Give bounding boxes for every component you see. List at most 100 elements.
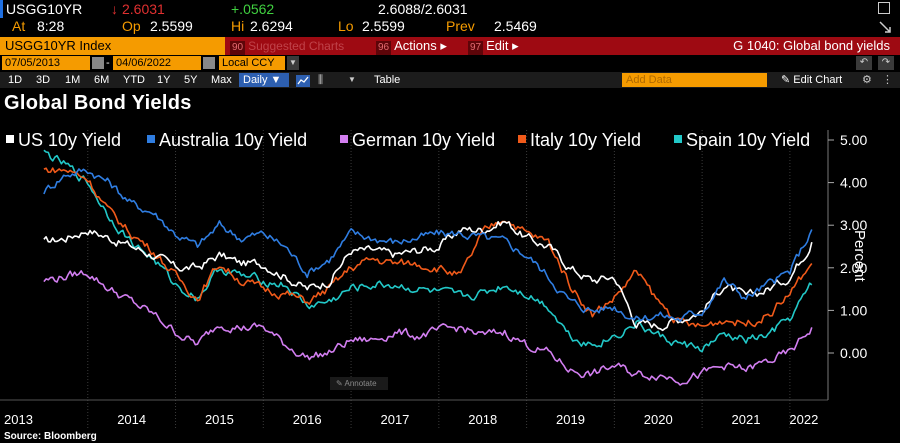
annotate-label: Annotate	[344, 379, 377, 388]
suggested-charts-button[interactable]: 90 Suggested Charts	[230, 37, 344, 55]
at-label: At	[12, 18, 26, 34]
range-dash: -	[106, 57, 110, 69]
last-price: 2.6031	[122, 1, 165, 17]
period-max[interactable]: Max	[211, 74, 232, 86]
line-chart-icon[interactable]	[296, 74, 310, 87]
period-6m[interactable]: 6M	[94, 74, 110, 86]
edit-key: 97	[468, 41, 484, 55]
end-date-input[interactable]: 04/06/2022	[113, 56, 201, 70]
legend-label: Spain 10y Yield	[686, 130, 811, 150]
x-tick-label: 2020	[644, 412, 673, 427]
edit-chart-button[interactable]: ✎ Edit Chart	[781, 72, 842, 88]
series-german[interactable]	[43, 270, 813, 386]
chart-title: Global Bond Yields	[4, 92, 192, 114]
chevron-down-icon[interactable]: ▼	[348, 75, 356, 84]
x-tick-label: 2016	[293, 412, 322, 427]
undo-icon[interactable]: ↶	[856, 56, 872, 70]
pencil-icon: ✎	[781, 74, 794, 86]
add-data-input[interactable]: Add Data	[622, 73, 767, 87]
source-note: Source: Bloomberg	[4, 431, 97, 442]
line-chart[interactable]: 5.00 4.00 3.00 2.00 1.00 0.00 2013 2014 2015 201…	[0, 125, 900, 431]
x-tick-label: 2017	[380, 412, 409, 427]
series-italy[interactable]	[43, 167, 813, 328]
series-layer	[43, 149, 813, 386]
legend-swatch	[674, 135, 682, 144]
prev-value: 2.5469	[494, 18, 537, 34]
y-tick-label: 0.00	[840, 345, 867, 361]
x-tick-label: 2018	[468, 412, 497, 427]
series-spain[interactable]	[43, 149, 813, 353]
start-date-input[interactable]: 07/05/2013	[2, 56, 90, 70]
calendar-icon[interactable]	[203, 57, 215, 69]
actions-menu[interactable]: 96 Actions ▸	[376, 37, 447, 55]
y-tick-label: 3.00	[840, 217, 867, 233]
edit-chart-label: Edit Chart	[793, 74, 843, 86]
suggested-key: 90	[230, 41, 246, 55]
annotate-button[interactable]: ✎ Annotate	[330, 377, 388, 390]
low-value: 2.5599	[362, 18, 405, 34]
security-field[interactable]: USGG10YR Index	[0, 37, 225, 55]
more-icon[interactable]: ⋮	[882, 74, 893, 86]
period-1d[interactable]: 1D	[8, 74, 23, 86]
net-change: +.0562	[231, 1, 275, 17]
legend-spain[interactable]: Spain 10y Yield	[674, 130, 810, 151]
legend-us[interactable]: US 10y Yield	[6, 130, 121, 151]
gridlines	[0, 130, 829, 430]
legend-german[interactable]: German 10y Yield	[340, 130, 495, 151]
settings-icon[interactable]: ⚙	[862, 74, 872, 86]
bar-chart-icon[interactable]: ⫼	[318, 74, 324, 86]
date-range-bar: 07/05/2013 - 04/06/2022 Local CCY ▼ ↶ ↷	[0, 56, 900, 71]
command-bar: USGG10YR Index 90 Suggested Charts 96 Acti…	[0, 37, 900, 55]
edit-label: Edit ▸	[486, 38, 519, 53]
legend-swatch	[518, 135, 526, 144]
legend-swatch	[147, 135, 155, 144]
period-bar: 1D 3D 1M 6M YTD 1Y 5Y Max Daily ▼ ⫼ ▼ Ta…	[0, 72, 900, 88]
actions-label: Actions ▸	[394, 38, 447, 53]
legend-label: Australia 10y Yield	[159, 130, 308, 150]
x-tick-label: 2015	[205, 412, 234, 427]
at-time: 8:28	[37, 18, 65, 34]
period-5y[interactable]: 5Y	[184, 74, 198, 86]
x-axis: 2013 2014 2015 2016 2017 2018 2019 2020 2021 2022	[4, 412, 818, 427]
resize-icon[interactable]	[878, 20, 892, 34]
actions-key: 96	[376, 41, 392, 55]
period-3d[interactable]: 3D	[36, 74, 51, 86]
x-tick-label: 2013	[4, 412, 33, 427]
legend-label: German 10y Yield	[352, 130, 496, 150]
y-tick-label: 1.00	[840, 302, 867, 318]
currency-select[interactable]: Local CCY	[219, 56, 285, 70]
x-tick-label: 2021	[732, 412, 761, 427]
legend-label: Italy 10y Yield	[530, 130, 642, 150]
legend-australia[interactable]: Australia 10y Yield	[147, 130, 307, 151]
ticker-symbol-box[interactable]: USGG10YR	[0, 0, 98, 18]
chevron-down-icon[interactable]: ▼	[287, 56, 299, 70]
series-us[interactable]	[43, 221, 813, 332]
x-tick-label: 2022	[789, 412, 818, 427]
period-1m[interactable]: 1M	[65, 74, 81, 86]
table-button[interactable]: Table	[374, 74, 401, 86]
low-label: Lo	[338, 18, 354, 34]
legend-label: US 10y Yield	[18, 130, 122, 150]
y-tick-label: 4.00	[840, 175, 867, 191]
suggested-label: Suggested Charts	[248, 39, 345, 53]
expand-icon[interactable]	[878, 2, 890, 14]
y-axis: 5.00 4.00 3.00 2.00 1.00 0.00	[828, 132, 867, 361]
redo-icon[interactable]: ↷	[878, 56, 894, 70]
x-tick-label: 2014	[117, 412, 146, 427]
bid-ask: 2.6088/2.6031	[378, 1, 468, 17]
y-axis-label: Percent	[851, 230, 868, 282]
edit-menu[interactable]: 97 Edit ▸	[468, 37, 519, 55]
legend-swatch	[6, 135, 14, 144]
frequency-select[interactable]: Daily ▼	[239, 73, 289, 87]
y-tick-label: 5.00	[840, 132, 867, 148]
series-australia[interactable]	[43, 168, 813, 323]
open-value: 2.5599	[150, 18, 193, 34]
legend-swatch	[340, 135, 348, 144]
period-1y[interactable]: 1Y	[157, 74, 171, 86]
high-value: 2.6294	[250, 18, 293, 34]
quote-bar: USGG10YR ↓ 2.6031 +.0562 2.6088/2.6031	[0, 0, 900, 18]
period-ytd[interactable]: YTD	[123, 74, 145, 86]
legend-italy[interactable]: Italy 10y Yield	[518, 130, 641, 151]
y-tick-label: 2.00	[840, 260, 867, 276]
calendar-icon[interactable]	[92, 57, 104, 69]
